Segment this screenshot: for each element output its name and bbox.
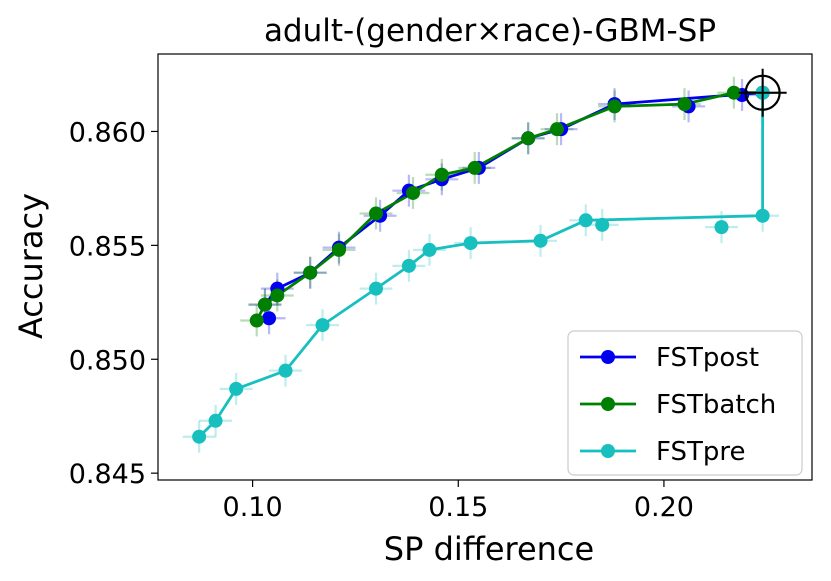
legend-label: FSTpre xyxy=(656,437,746,467)
data-point-fstpre xyxy=(578,213,593,228)
data-point-fstpre xyxy=(278,363,293,378)
x-axis-label: SP difference xyxy=(384,530,594,568)
y-tick-label: 0.855 xyxy=(69,231,146,262)
y-axis-ticks: 0.845 0.850 0.855 0.860 xyxy=(69,117,158,490)
data-point-fstbatch xyxy=(549,122,564,137)
series-line-fstpost xyxy=(263,91,763,306)
legend: FSTpost FSTbatch FSTpre xyxy=(567,330,803,476)
data-point-fstpost xyxy=(262,311,277,326)
data-point-fstbatch xyxy=(726,85,741,100)
x-tick-label: 0.10 xyxy=(223,492,283,523)
data-point-fstbatch xyxy=(406,185,421,200)
data-point-fstbatch xyxy=(257,297,272,312)
data-point-fstbatch xyxy=(249,313,264,328)
data-point-fstpre xyxy=(714,220,729,235)
x-axis-ticks: 0.10 0.15 0.20 xyxy=(223,480,694,523)
data-point-fstbatch xyxy=(303,265,318,280)
data-points-layer xyxy=(192,85,770,444)
data-point-fstbatch xyxy=(434,167,449,182)
data-point-fstpre xyxy=(315,318,330,333)
data-point-fstbatch xyxy=(607,99,622,114)
y-axis-label: Accuracy xyxy=(12,193,50,339)
y-tick-label: 0.860 xyxy=(69,117,146,148)
data-point-fstbatch xyxy=(521,131,536,146)
data-point-fstbatch xyxy=(331,242,346,257)
data-point-fstpre xyxy=(369,281,383,296)
data-point-fstpre xyxy=(595,217,610,232)
data-point-fstbatch xyxy=(270,288,285,303)
data-point-fstpre xyxy=(229,381,244,396)
data-point-fstpre xyxy=(192,429,207,444)
data-point-fstpre xyxy=(463,236,478,251)
data-point-fstpre xyxy=(208,413,223,428)
plot-frame xyxy=(157,53,813,481)
data-point-fstpre xyxy=(422,242,437,257)
data-point-fstpre xyxy=(533,233,548,248)
legend-label: FSTbatch xyxy=(656,390,776,420)
data-point-fstbatch xyxy=(677,97,692,112)
y-tick-label: 0.850 xyxy=(69,345,146,376)
x-tick-label: 0.15 xyxy=(428,492,488,523)
x-tick-label: 0.20 xyxy=(634,492,694,523)
legend-marker xyxy=(601,397,615,411)
legend-marker xyxy=(601,444,615,458)
data-point-fstbatch xyxy=(369,206,383,221)
data-point-fstpre xyxy=(401,258,416,273)
legend-box xyxy=(567,330,803,476)
data-point-fstbatch xyxy=(467,160,482,175)
highlight-marker-layer xyxy=(738,68,787,117)
y-tick-label: 0.845 xyxy=(69,459,146,490)
data-point-fstpre xyxy=(755,208,770,223)
chart-title: adult-(gender×race)-GBM-SP xyxy=(264,13,716,49)
legend-marker xyxy=(601,350,615,364)
legend-label: FSTpost xyxy=(656,343,759,373)
series-line-fstbatch xyxy=(255,91,763,322)
